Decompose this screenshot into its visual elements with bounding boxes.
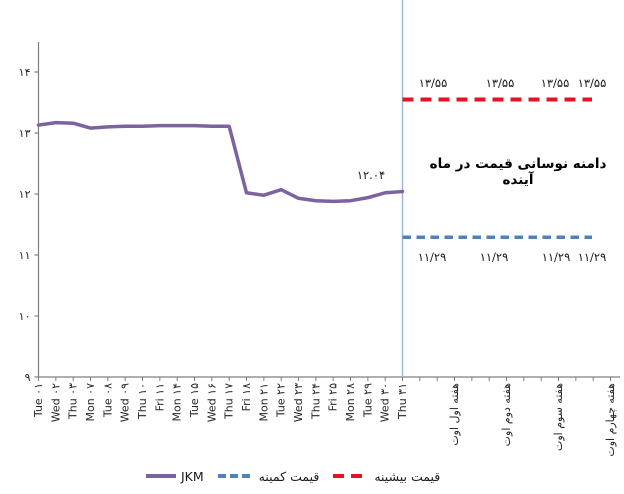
min-price-label: ۱۱/۲۹ (578, 250, 607, 264)
legend-label-max-price: قیمت بیشینه (374, 468, 441, 484)
x-day-label: Tue ۱۵ (188, 383, 201, 418)
x-day-label: Wed ۰۲ (49, 383, 62, 422)
x-day-label: Mon ۱۴ (171, 383, 184, 422)
y-tick-label: ۱۴ (19, 66, 31, 79)
y-tick-label: ۱۱ (19, 249, 31, 262)
x-week-label: هفته دوم اوت (500, 383, 513, 447)
y-tick-label: ۹ (25, 371, 31, 384)
legend: JKM قیمت کمینه قیمت بیشینه (146, 466, 476, 486)
max-price-dash-swatch (333, 474, 369, 478)
x-day-label: Thu ۱۰ (136, 383, 149, 420)
legend-label-jkm: JKM (181, 468, 204, 484)
x-day-label: Tue ۰۱ (32, 383, 45, 418)
min-price-label: ۱۱/۲۹ (542, 250, 571, 264)
x-week-label: هفته چهارم اوت (604, 383, 617, 457)
x-day-label: Thu ۰۳ (67, 383, 80, 420)
max-price-label: ۱۳/۵۵ (578, 76, 607, 90)
y-tick-label: ۱۰ (19, 310, 31, 323)
jkm-line (36, 120, 405, 204)
x-day-label: Mon ۲۱ (257, 383, 270, 422)
x-day-label: Fri ۱۸ (240, 383, 253, 412)
x-day-label: Thu ۳۱ (396, 383, 409, 420)
x-day-label: Wed ۲۳ (292, 383, 305, 422)
legend-item-max-price: قیمت بیشینه (333, 469, 440, 484)
x-day-label: Tue ۰۸ (101, 383, 114, 418)
max-price-label: ۱۳/۵۵ (486, 76, 515, 90)
x-day-label: Mon ۲۸ (344, 383, 357, 422)
jkm-endpoint-label: ۱۲.۰۴ (357, 168, 385, 182)
x-day-label: Fri ۱۱ (153, 383, 166, 411)
x-week-label: هفته اول اوت (448, 383, 461, 446)
legend-label-min-price: قیمت کمینه (258, 468, 320, 484)
min-price-label: ۱۱/۲۹ (480, 250, 509, 264)
x-day-label: Wed ۰۹ (119, 383, 132, 422)
y-tick-label: ۱۲ (19, 188, 31, 201)
x-day-label: Thu ۱۷ (223, 383, 236, 420)
x-day-label: Wed ۳۰ (379, 383, 392, 422)
min-price-dash-swatch (217, 474, 254, 478)
max-price-label: ۱۳/۵۵ (541, 76, 570, 90)
jkm-line-swatch (146, 474, 176, 478)
x-day-label: Wed ۱۶ (205, 383, 218, 422)
x-day-label: Tue ۲۹ (361, 383, 374, 418)
max-price-label: ۱۳/۵۵ (419, 76, 448, 90)
legend-item-jkm: JKM (146, 469, 204, 484)
x-day-label: Thu ۲۴ (309, 383, 322, 420)
forecast-range-annotation: دامنه نوسانی قیمت در ماه آینده (429, 156, 607, 188)
y-tick-label: ۱۳ (19, 127, 31, 140)
x-week-label: هفته سوم اوت (552, 383, 565, 451)
x-day-label: Mon ۰۷ (84, 383, 97, 422)
min-price-label: ۱۱/۲۹ (418, 250, 447, 264)
x-day-label: Fri ۲۵ (327, 383, 340, 412)
legend-item-min-price: قیمت کمینه (217, 468, 320, 484)
x-day-label: Tue ۲۲ (275, 383, 288, 418)
